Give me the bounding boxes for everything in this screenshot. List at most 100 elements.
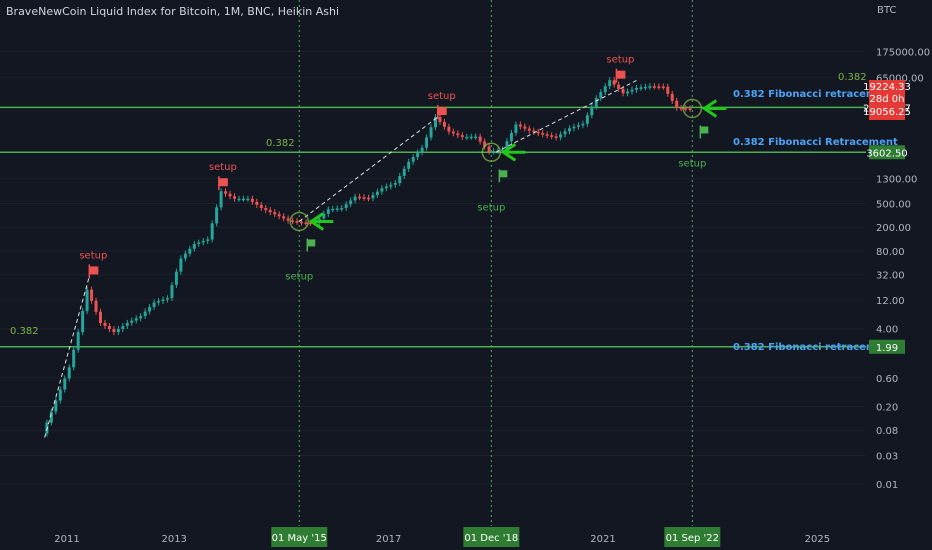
trend-lines <box>44 78 639 438</box>
fib-note: 0.382 Fibonacci retracement <box>733 89 895 100</box>
candle <box>384 186 388 189</box>
candle <box>434 117 437 128</box>
setup-label: setup <box>209 162 237 173</box>
y-tick-label: 4.00 <box>876 325 898 336</box>
candle <box>331 208 335 211</box>
candle <box>402 168 406 176</box>
candle <box>474 136 478 139</box>
candle <box>228 193 232 197</box>
candle <box>362 197 366 199</box>
candle <box>411 157 415 162</box>
candle <box>572 126 576 129</box>
fib-lines: 0.382 0.382 Fibonacci retracement 0.382 0.3… <box>0 72 898 353</box>
candle <box>201 240 205 243</box>
candle <box>63 378 67 390</box>
arrow-icon <box>308 212 334 231</box>
candle <box>451 131 455 134</box>
candle <box>152 302 156 307</box>
y-tick-label: 0.08 <box>876 426 898 437</box>
setup-flag <box>218 178 228 187</box>
candle <box>143 311 147 317</box>
price-tag-box <box>869 80 905 120</box>
candle <box>157 300 161 303</box>
candle <box>536 131 540 134</box>
setup-flag <box>499 170 508 178</box>
candle <box>438 117 442 122</box>
x-axis: 2011 2013 2017 2021 2025 01 May '15 01 Dec '18… <box>54 527 830 547</box>
candle <box>375 191 379 195</box>
x-highlight-label: 01 Sep '22 <box>666 533 719 544</box>
candle <box>179 258 183 272</box>
setup-label: setup <box>79 250 107 261</box>
candle <box>585 115 589 124</box>
candle <box>335 208 339 210</box>
candle <box>469 136 473 139</box>
candle <box>67 367 71 379</box>
highlight-vlines <box>298 0 693 526</box>
candle <box>250 198 254 202</box>
candle <box>679 107 683 110</box>
setup-marks: setup setup setup setup setup setup setup <box>79 55 727 282</box>
candle <box>420 147 424 153</box>
candle <box>54 400 58 412</box>
candle <box>58 389 62 401</box>
y-tick-label: 175000.00 <box>876 48 930 59</box>
candle <box>112 329 116 333</box>
candle <box>308 222 312 225</box>
candle <box>233 196 236 199</box>
candle <box>501 149 504 152</box>
candle <box>367 197 370 200</box>
y-tick-label: 65000.00 <box>876 73 924 84</box>
candle <box>594 98 598 107</box>
candle <box>460 135 464 137</box>
candle <box>99 311 102 323</box>
candle <box>166 298 169 300</box>
arrow-icon <box>701 99 727 118</box>
candle <box>380 188 384 192</box>
candle <box>94 300 98 312</box>
y-tick-label: 1300.00 <box>876 175 917 186</box>
candle <box>304 222 308 225</box>
y-tick-label: 200.00 <box>876 223 911 234</box>
candle <box>389 184 393 187</box>
currency-label: BTC <box>877 5 896 16</box>
y-tick-label: 0.03 <box>876 452 898 463</box>
candle <box>652 86 656 88</box>
candle <box>688 108 692 110</box>
candle <box>661 86 665 89</box>
x-highlight-label: 01 May '15 <box>272 533 327 544</box>
candle <box>612 80 616 85</box>
x-highlight-label: 01 Dec '18 <box>464 533 518 544</box>
candle <box>206 239 210 241</box>
candle <box>241 198 245 201</box>
x-tick-label: 2011 <box>54 534 79 545</box>
candle <box>581 123 585 126</box>
setup-flag <box>307 239 316 247</box>
candle <box>148 306 152 312</box>
setup-flag <box>700 126 709 134</box>
candle <box>188 248 192 254</box>
candle <box>76 332 80 350</box>
candle <box>447 126 451 132</box>
candle <box>442 121 446 127</box>
candle <box>425 137 429 148</box>
candle <box>300 221 303 224</box>
fib-level-label: 0.382 <box>266 138 295 149</box>
candle <box>684 108 688 110</box>
fib-note: 0.382 Fibonacci retracement <box>733 342 895 353</box>
fib-note: 0.382 Fibonacci Retracement <box>733 137 898 148</box>
candles <box>45 77 692 437</box>
candle <box>170 284 174 299</box>
candle <box>326 209 330 214</box>
setup-flag <box>616 70 626 79</box>
price-tag-low: 19056.25 <box>863 107 911 118</box>
candle <box>532 130 536 133</box>
price-tag-high: 19224.33 <box>863 82 911 93</box>
candle <box>295 221 299 223</box>
price-tag-countdown: 28d 0h <box>870 94 905 105</box>
candle <box>639 87 643 89</box>
candle <box>478 136 482 142</box>
candle <box>465 136 469 139</box>
fib-level-label: 0.382 <box>838 72 867 83</box>
